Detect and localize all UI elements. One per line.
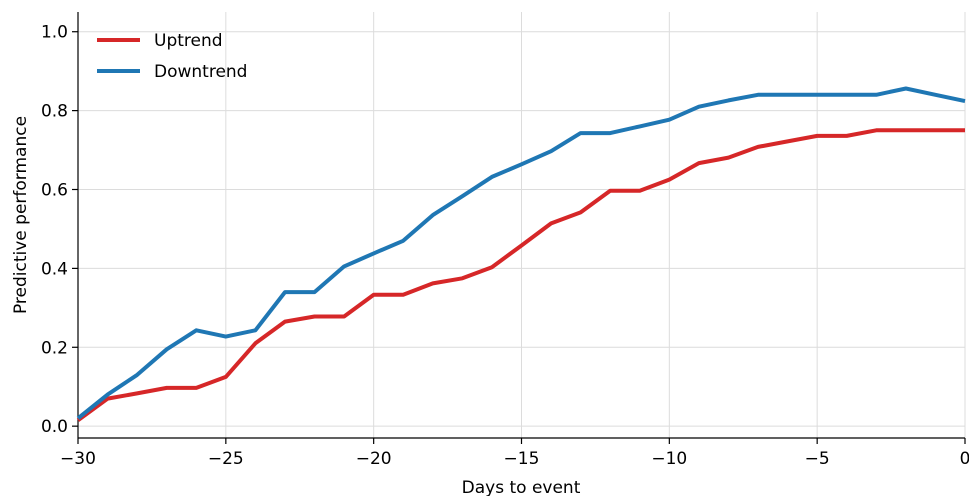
legend-label-uptrend: Uptrend — [154, 31, 223, 51]
y-tick-label: 0.4 — [41, 259, 68, 279]
x-tick-label: −15 — [504, 449, 540, 469]
y-tick-label: 0.0 — [41, 417, 68, 437]
grid — [77, 12, 966, 438]
y-axis-title: Predictive performance — [11, 116, 31, 314]
y-tick-label: 1.0 — [41, 23, 68, 43]
series-line-downtrend — [76, 86, 966, 420]
y-tick-label: 0.8 — [41, 102, 68, 122]
x-axis-title: Days to event — [462, 478, 581, 496]
x-tick-label: −5 — [805, 449, 830, 469]
x-tick-label: −30 — [60, 449, 96, 469]
y-tick-label: 0.2 — [41, 338, 68, 358]
series-line-uptrend — [76, 128, 965, 422]
x-tick-label: −25 — [208, 449, 244, 469]
series-lines — [76, 86, 966, 422]
legend-label-downtrend: Downtrend — [154, 62, 247, 82]
legend: Uptrend Downtrend — [97, 31, 247, 82]
x-tick-label: 0 — [960, 449, 969, 469]
y-tick-label: 0.6 — [41, 181, 68, 201]
tick-labels: −30 −25 −20 −15 −10 −5 0 0.0 0.2 0.4 0.6 0.8 1.0 — [41, 23, 969, 469]
x-tick-label: −10 — [651, 449, 687, 469]
x-tick-label: −20 — [356, 449, 392, 469]
